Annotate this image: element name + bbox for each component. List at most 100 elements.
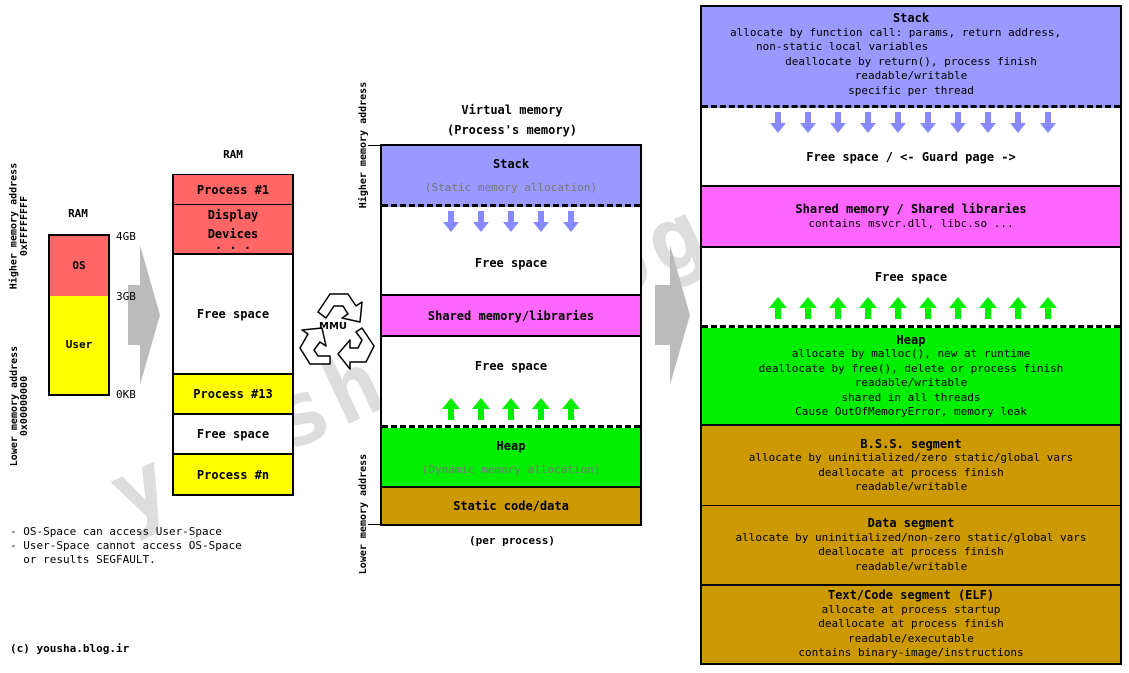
process-13-segment: Process #13 (174, 375, 292, 415)
detail-data-line: deallocate at process finish (818, 545, 1004, 558)
note-line-1: - OS-Space can access User-Space (10, 525, 222, 538)
detail-heap-title: Heap (896, 332, 926, 347)
detail-stack-segment: Stack allocate by function call: params,… (702, 7, 1120, 108)
detail-heap-line: shared in all threads (841, 390, 981, 404)
up-arrow-icon (472, 398, 490, 420)
down-arrow-icon (1010, 112, 1026, 133)
down-arrow-icon (890, 112, 906, 133)
detail-bss-line: readable/writable (854, 480, 968, 493)
process-13-label: Process #13 (193, 387, 273, 401)
vm-static-segment: Static code/data (382, 488, 640, 524)
os-segment: OS (50, 236, 108, 296)
detail-heap-segment: Heap allocate by malloc(), new at runtim… (702, 328, 1120, 426)
vm-heap-note: (Dynamic memory allocation) (421, 462, 601, 476)
down-arrow-icon (443, 211, 459, 232)
vm-stack-note: (Static memory allocation) (424, 180, 598, 194)
up-arrow-icon (859, 297, 877, 319)
detail-up-arrows (769, 297, 1057, 319)
lower-tick (368, 524, 382, 525)
detail-bss-title: B.S.S. segment (860, 436, 962, 451)
detail-text-line: readable/executable (848, 631, 974, 645)
up-arrow-icon (562, 398, 580, 420)
up-arrow-icon (1009, 297, 1027, 319)
detail-text-title: Text/Code segment (ELF) (827, 588, 995, 603)
tick-4gb: 4GB (116, 230, 136, 243)
detail-guard-segment: Free space / <- Guard page -> (702, 108, 1120, 187)
up-arrow-icon (502, 398, 520, 420)
devices-label: Devices (207, 227, 259, 241)
display-devices-segment: Display Devices . . . (174, 205, 292, 255)
vm-stack-label: Stack (492, 156, 530, 171)
up-arrow-icon (979, 297, 997, 319)
detail-bss-segment: B.S.S. segment allocate by uninitialized… (702, 426, 1120, 506)
down-arrow-icon (503, 211, 519, 232)
down-arrow-icon (1040, 112, 1056, 133)
detail-guard-label: Free space / <- Guard page -> (806, 150, 1016, 165)
vm-heap-label: Heap (496, 438, 526, 453)
detail-down-arrows (770, 112, 1056, 133)
ram-small-title: RAM (68, 207, 88, 220)
arrow-right-1 (128, 245, 160, 385)
vm-up-arrows (442, 398, 580, 420)
vm-free-space-1-label: Free space (474, 256, 548, 270)
detail-text-line: contains binary-image/instructions (798, 646, 1024, 660)
process-n-label: Process #n (196, 467, 270, 482)
ellipsis-label: . . . (214, 238, 252, 252)
up-arrow-icon (1039, 297, 1057, 319)
tick-3gb: 3GB (116, 290, 136, 303)
down-arrow-icon (830, 112, 846, 133)
up-arrow-icon (919, 297, 937, 319)
vm-static-label: Static code/data (453, 499, 569, 513)
display-label: Display (207, 208, 259, 222)
detail-heap-line: deallocate by free(), delete or process … (758, 361, 1064, 375)
ram-small-box: OS User (48, 234, 110, 396)
ram-processes-box: Process #1 Display Devices . . . Free sp… (172, 174, 294, 496)
process-n-segment: Process #n (174, 455, 292, 494)
detail-data-line: readable/writable (854, 559, 968, 573)
process-1-label: Process #1 (196, 182, 270, 197)
detail-text-segment: Text/Code segment (ELF) allocate at proc… (702, 586, 1120, 663)
note-line-2: - User-Space cannot access OS-Space (10, 539, 242, 552)
detail-stack-line: readable/writable (854, 69, 968, 82)
vm-free-space-2-label: Free space (474, 359, 548, 373)
free-space-1-segment: Free space (174, 255, 292, 375)
down-arrow-icon (533, 211, 549, 232)
note-line-3: or results SEGFAULT. (10, 553, 156, 566)
vm-down-arrows (443, 211, 579, 232)
detail-stack-line: allocate by function call: params, retur… (730, 25, 1062, 39)
detail-data-segment: Data segment allocate by uninitialized/n… (702, 506, 1120, 586)
mmu-label: MMU (319, 321, 348, 332)
detail-heap-line: allocate by malloc(), new at runtime (791, 347, 1031, 360)
down-arrow-icon (770, 112, 786, 133)
free-space-2-segment: Free space (174, 415, 292, 455)
up-arrow-icon (949, 297, 967, 319)
detail-heap-line: readable/writable (854, 376, 968, 389)
detail-shared-line: contains msvcr.dll, libc.so ... (808, 216, 1014, 230)
up-arrow-icon (889, 297, 907, 319)
up-arrow-icon (769, 297, 787, 319)
detail-bss-line: allocate by uninitialized/zero static/gl… (748, 451, 1074, 464)
virtual-memory-title-2: (Process's memory) (446, 123, 578, 137)
detail-stack-line: specific per thread (848, 83, 974, 97)
down-arrow-icon (860, 112, 876, 133)
detail-shared-title: Shared memory / Shared libraries (795, 202, 1027, 216)
detail-box: Stack allocate by function call: params,… (700, 5, 1122, 665)
detail-stack-line: non-static local variables (756, 40, 929, 53)
higher-tick (368, 145, 382, 146)
detail-shared-segment: Shared memory / Shared libraries contain… (702, 187, 1120, 248)
detail-bss-line: deallocate at process finish (818, 465, 1004, 479)
detail-stack-line: deallocate by return(), process finish (785, 54, 1037, 68)
user-segment: User (50, 296, 108, 394)
up-arrow-icon (532, 398, 550, 420)
up-arrow-icon (799, 297, 817, 319)
detail-text-line: deallocate at process finish (818, 617, 1004, 631)
detail-heap-line: Cause OutOfMemoryError, memory leak (795, 405, 1027, 418)
vm-footer: (per process) (468, 534, 556, 547)
down-arrow-icon (800, 112, 816, 133)
down-arrow-icon (920, 112, 936, 133)
down-arrow-icon (950, 112, 966, 133)
ram-processes-title: RAM (223, 148, 243, 161)
